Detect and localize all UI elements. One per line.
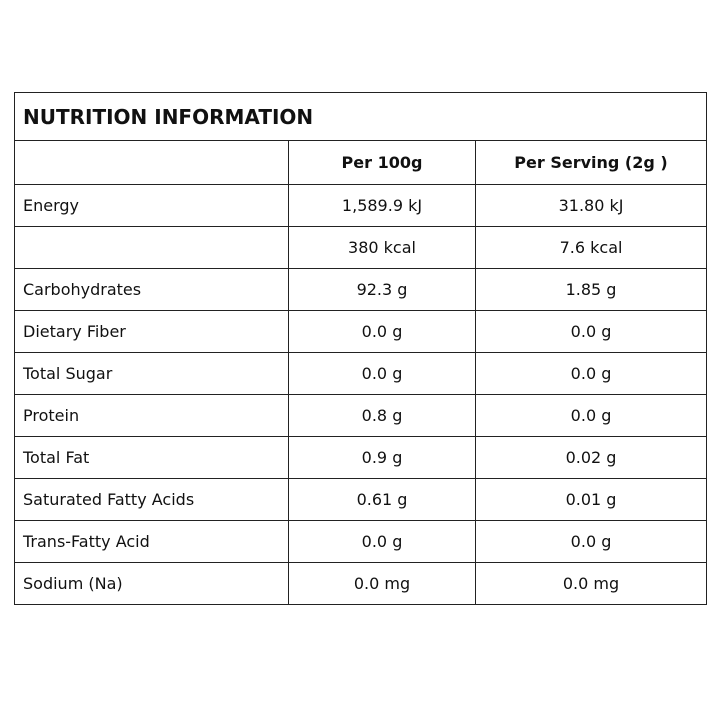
data-row: Carbohydrates 92.3 g 1.85 g <box>14 268 708 311</box>
row-label: Total Fat <box>14 436 289 479</box>
cell-value: 0.0 g <box>474 394 708 437</box>
cell-value: 380 kcal <box>288 226 476 269</box>
data-row: Total Fat 0.9 g 0.02 g <box>14 436 708 479</box>
row-label: Sodium (Na) <box>14 562 289 605</box>
row-label: Protein <box>14 394 289 437</box>
row-label <box>14 226 289 269</box>
cell-value: 1.85 g <box>474 268 708 311</box>
data-row: 380 kcal 7.6 kcal <box>14 226 708 269</box>
cell-value: 0.61 g <box>288 478 476 521</box>
data-row: Total Sugar 0.0 g 0.0 g <box>14 352 708 395</box>
row-label: Energy <box>14 184 289 227</box>
cell-value: 0.8 g <box>288 394 476 437</box>
cell-value: 0.02 g <box>474 436 708 479</box>
cell-value: 0.0 g <box>288 520 476 563</box>
row-label: Trans-Fatty Acid <box>14 520 289 563</box>
cell-value: 0.01 g <box>474 478 708 521</box>
cell-value: 0.0 g <box>288 310 476 353</box>
row-label: Saturated Fatty Acids <box>14 478 289 521</box>
table-body: Per 100g Per Serving (2g ) Energy 1,589.9 k… <box>14 140 708 605</box>
header-row: Per 100g Per Serving (2g ) <box>14 140 708 185</box>
cell-value: 0.0 g <box>474 352 708 395</box>
cell-value: Per 100g <box>288 140 476 185</box>
title-row: NUTRITION INFORMATION <box>13 92 708 141</box>
cell-value: Per Serving (2g ) <box>474 140 708 185</box>
cell-value: 7.6 kcal <box>474 226 708 269</box>
cell-value: 0.0 g <box>474 310 708 353</box>
cell-value: 0.0 mg <box>288 562 476 605</box>
row-label: Dietary Fiber <box>14 310 289 353</box>
cell-value: 31.80 kJ <box>474 184 708 227</box>
cell-value: 0.0 mg <box>474 562 708 605</box>
data-row: Saturated Fatty Acids 0.61 g 0.01 g <box>14 478 708 521</box>
row-label <box>14 140 289 185</box>
cell-value: 0.9 g <box>288 436 476 479</box>
cell-value: 0.0 g <box>474 520 708 563</box>
row-label: Carbohydrates <box>14 268 289 311</box>
nutrition-table: NUTRITION INFORMATION Per 100g Per Servin… <box>13 92 708 605</box>
row-label: Total Sugar <box>14 352 289 395</box>
cell-value: 92.3 g <box>288 268 476 311</box>
data-row: Energy 1,589.9 kJ 31.80 kJ <box>14 184 708 227</box>
data-row: Protein 0.8 g 0.0 g <box>14 394 708 437</box>
cell-value: 0.0 g <box>288 352 476 395</box>
data-row: Dietary Fiber 0.0 g 0.0 g <box>14 310 708 353</box>
nutrition-table-wrap: NUTRITION INFORMATION Per 100g Per Servin… <box>13 92 708 605</box>
cell-value: 1,589.9 kJ <box>288 184 476 227</box>
table-title: NUTRITION INFORMATION <box>13 92 708 141</box>
data-row: Trans-Fatty Acid 0.0 g 0.0 g <box>14 520 708 563</box>
data-row: Sodium (Na) 0.0 mg 0.0 mg <box>14 562 708 605</box>
